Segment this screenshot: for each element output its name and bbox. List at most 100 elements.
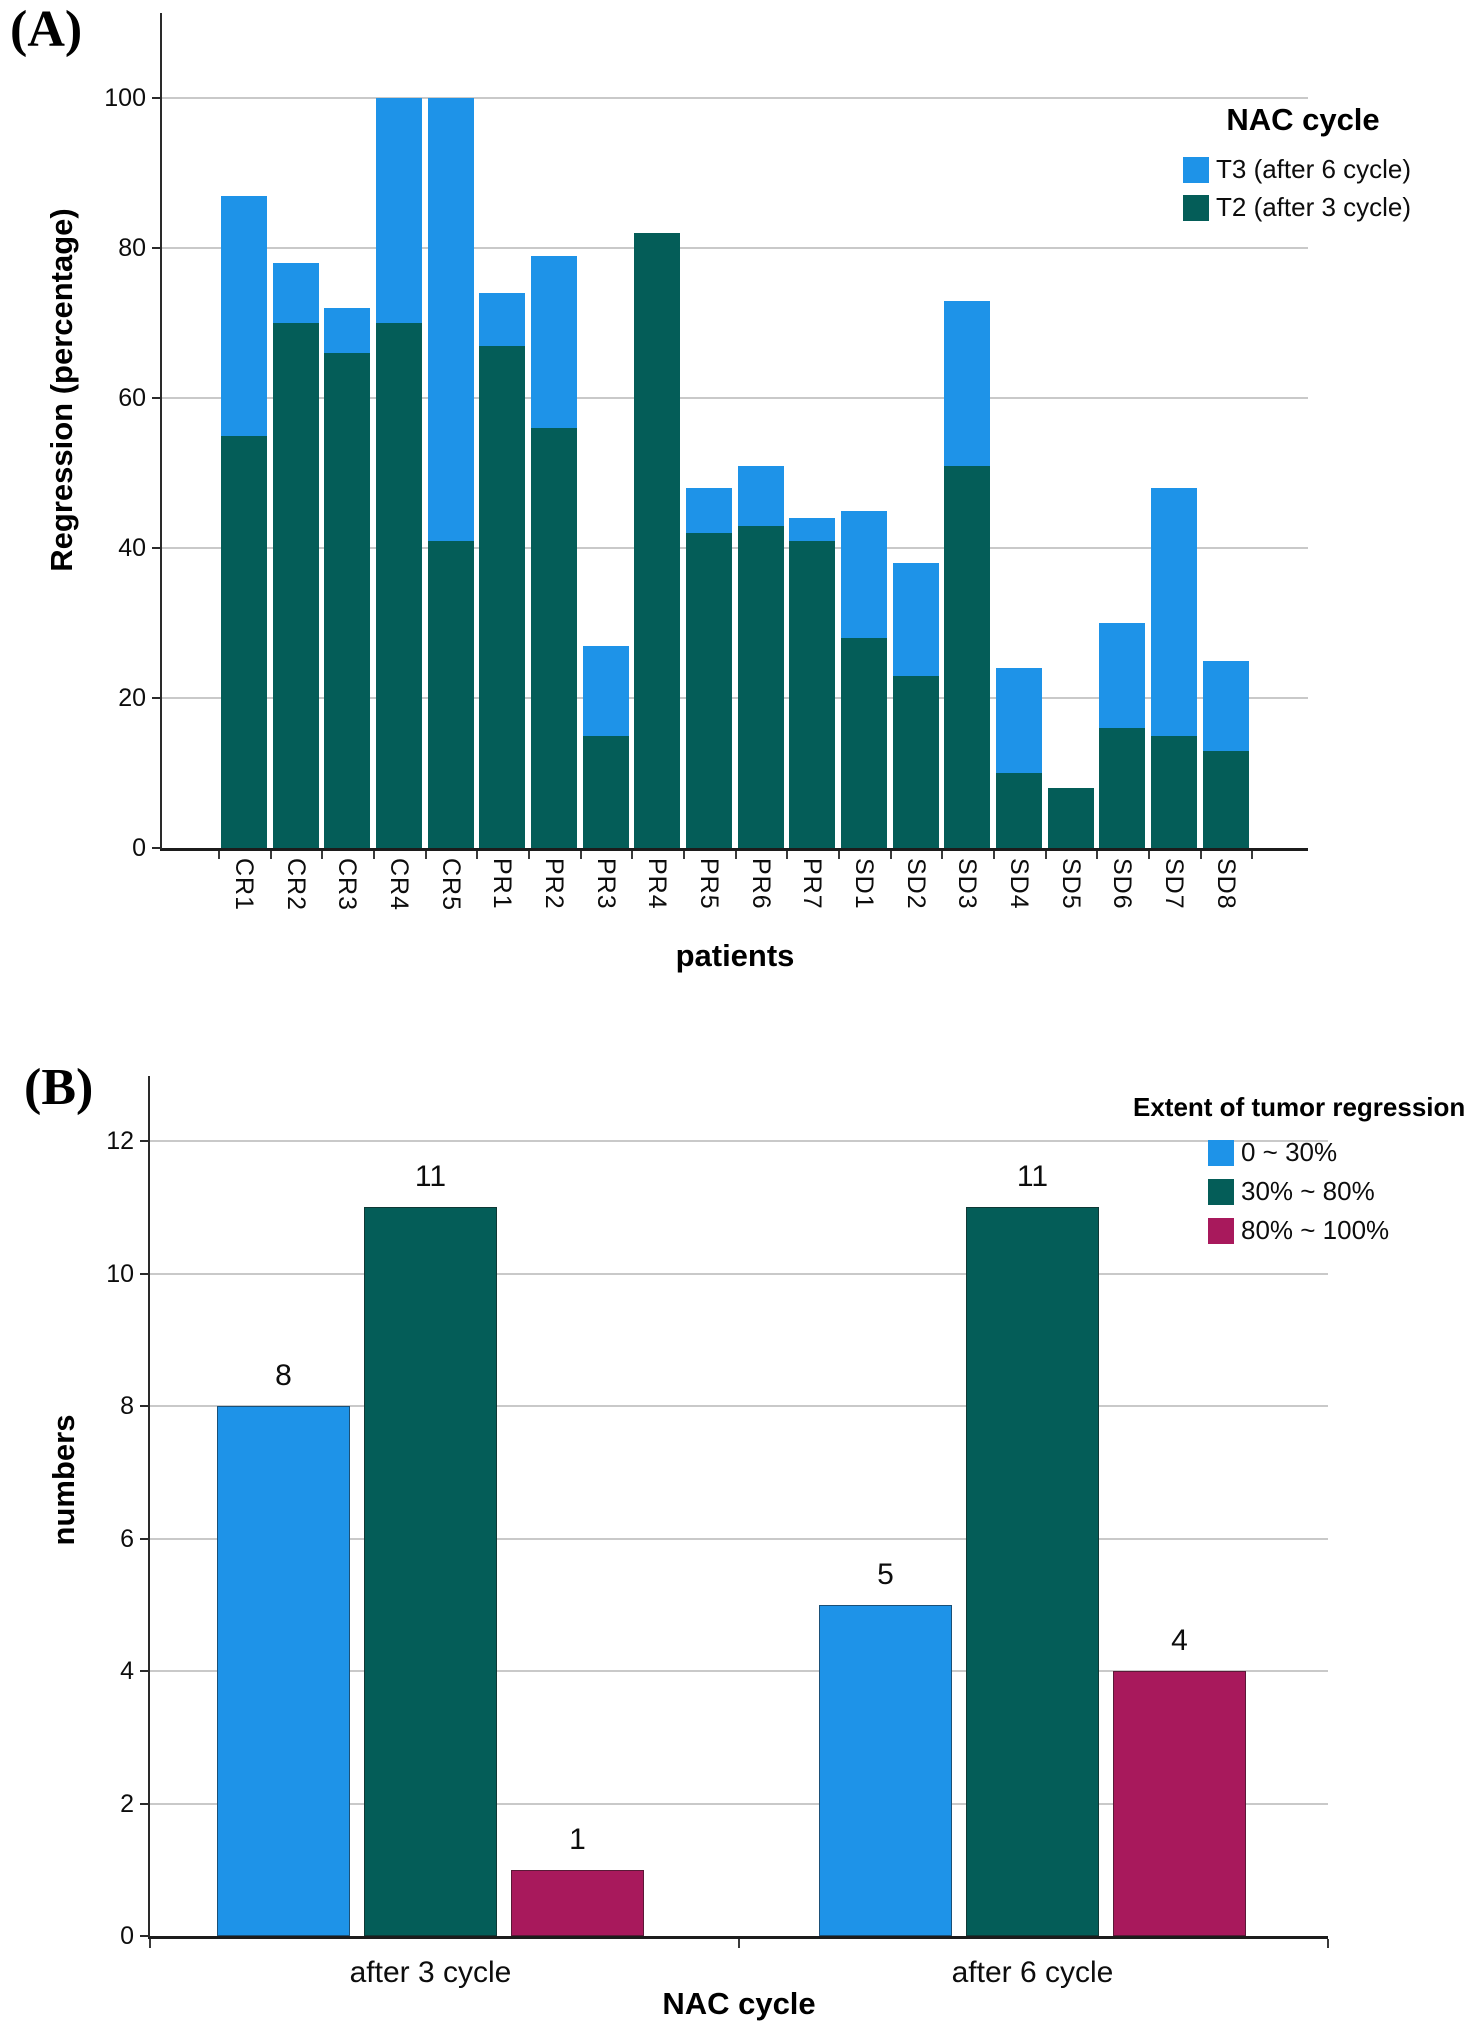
panel-a-legend-items: T3 (after 6 cycle) T2 (after 3 cycle)	[1183, 154, 1423, 223]
x-tick-label: CR1	[230, 858, 258, 912]
y-axis-tick	[152, 247, 162, 249]
panel-a: (A) 0 20 40 60 80 100 CR1 CR2 CR3 CR4 CR5 PR1 PR2 PR…	[0, 0, 1475, 1010]
y-axis-tick	[152, 847, 162, 849]
x-tick-label: PR7	[798, 858, 826, 910]
gridline	[150, 1802, 1328, 1805]
y-axis-tick	[152, 97, 162, 99]
x-tick-label: CR2	[282, 858, 310, 912]
legend-item: 0 ~ 30%	[1208, 1137, 1475, 1168]
x-axis-tick	[838, 851, 840, 859]
panel-b-y-axis	[148, 1076, 150, 1938]
x-axis-tick	[941, 851, 943, 859]
gridline	[162, 247, 1308, 249]
y-tick-label: 2	[120, 1789, 134, 1818]
bar-t2-SD1	[841, 638, 887, 848]
x-tick-label: CR4	[385, 858, 413, 912]
x-axis-tick	[1096, 851, 1098, 859]
x-axis-tick	[373, 851, 375, 859]
x-axis-tick	[149, 1939, 151, 1948]
panel-a-legend: NAC cycle T3 (after 6 cycle) T2 (after 3 …	[1183, 102, 1423, 230]
bar-t2-CR4	[376, 323, 422, 848]
bar-value-label: 1	[569, 1822, 586, 1856]
bar-t2-PR3	[583, 735, 629, 848]
x-tick-label: PR4	[643, 858, 671, 910]
x-axis-tick	[476, 851, 478, 859]
x-tick-label: PR3	[592, 858, 620, 910]
legend-item: T3 (after 6 cycle)	[1183, 154, 1423, 185]
gridline	[150, 1537, 1328, 1540]
bar-value-label: 11	[1016, 1160, 1049, 1194]
bar-0~30%-1	[217, 1406, 350, 1936]
y-axis-tick	[140, 1272, 150, 1275]
y-axis-tick	[152, 547, 162, 549]
gridline	[162, 397, 1308, 399]
x-tick-label: SD6	[1108, 858, 1136, 910]
bar-t2-PR6	[738, 525, 784, 848]
y-axis-tick	[140, 1405, 150, 1407]
x-axis-tick	[1045, 851, 1047, 859]
x-tick-label: after 6 cycle	[951, 1956, 1114, 1989]
x-tick-label: SD2	[902, 858, 930, 910]
legend-item-label: T3 (after 6 cycle)	[1216, 154, 1412, 184]
x-tick-label: SD4	[1005, 858, 1033, 910]
gridline	[150, 1670, 1328, 1672]
y-axis-tick	[152, 397, 162, 399]
x-tick-label: PR1	[488, 858, 516, 910]
x-tick-label: SD7	[1160, 858, 1188, 910]
x-tick-label: PR2	[540, 858, 568, 910]
bar-30%~80%-2	[966, 1207, 1099, 1936]
x-tick-label: after 3 cycle	[349, 1956, 512, 1989]
x-axis-tick	[580, 851, 582, 859]
x-axis-tick	[321, 851, 323, 859]
legend-swatch	[1183, 194, 1209, 221]
bar-80%~100%-2	[1113, 1671, 1246, 1936]
x-axis-tick	[1251, 851, 1253, 859]
panel-a-y-axis-title: Regression (percentage)	[44, 208, 79, 572]
bar-value-label: 5	[877, 1557, 894, 1591]
legend-item: 80% ~ 100%	[1208, 1215, 1475, 1246]
x-tick-label: PR6	[747, 858, 775, 910]
legend-item: T2 (after 3 cycle)	[1183, 192, 1423, 223]
y-tick-label: 100	[104, 84, 146, 112]
y-tick-label: 12	[106, 1127, 134, 1155]
x-axis-tick	[528, 851, 530, 859]
gridline	[162, 697, 1308, 699]
panel-b-x-axis-title: NAC cycle	[662, 1986, 816, 2021]
y-tick-label: 40	[118, 534, 146, 562]
bar-t2-SD4	[996, 773, 1042, 848]
x-axis-tick	[425, 851, 427, 859]
y-tick-label: 0	[120, 1922, 134, 1950]
bar-t2-CR3	[324, 353, 370, 848]
bar-30%~80%-1	[364, 1207, 497, 1936]
y-axis-tick	[152, 697, 162, 699]
x-axis-tick	[1327, 1939, 1329, 1948]
x-axis-tick	[993, 851, 995, 859]
x-tick-label: SD1	[850, 858, 878, 910]
y-tick-label: 60	[118, 384, 146, 412]
y-tick-label: 10	[106, 1259, 134, 1288]
bar-0~30%-2	[819, 1604, 952, 1936]
bar-t2-PR5	[686, 533, 732, 848]
panel-b-x-axis	[148, 1936, 1328, 1939]
bar-t2-SD2	[893, 675, 939, 848]
x-axis-tick	[1200, 851, 1202, 859]
y-axis-tick	[140, 1537, 150, 1540]
y-tick-label: 80	[118, 234, 146, 262]
x-tick-label: SD8	[1212, 858, 1240, 910]
panel-a-x-axis	[160, 848, 1308, 851]
bar-80%~100%-1	[511, 1869, 644, 1936]
y-tick-label: 6	[120, 1524, 134, 1553]
bar-value-label: 8	[275, 1359, 292, 1392]
x-axis-tick	[631, 851, 633, 859]
panel-b-y-axis-title: numbers	[46, 1414, 81, 1546]
x-axis-tick	[1148, 851, 1150, 859]
legend-swatch	[1208, 1178, 1234, 1205]
x-tick-label: PR5	[695, 858, 723, 910]
gridline	[162, 97, 1308, 99]
legend-item-label: 0 ~ 30%	[1241, 1137, 1338, 1167]
x-axis-tick	[218, 851, 220, 859]
x-axis-tick	[270, 851, 272, 859]
gridline	[150, 1140, 1328, 1142]
panel-b: (B)	[0, 1010, 1475, 2022]
panel-b-letter: (B)	[24, 1059, 94, 1116]
